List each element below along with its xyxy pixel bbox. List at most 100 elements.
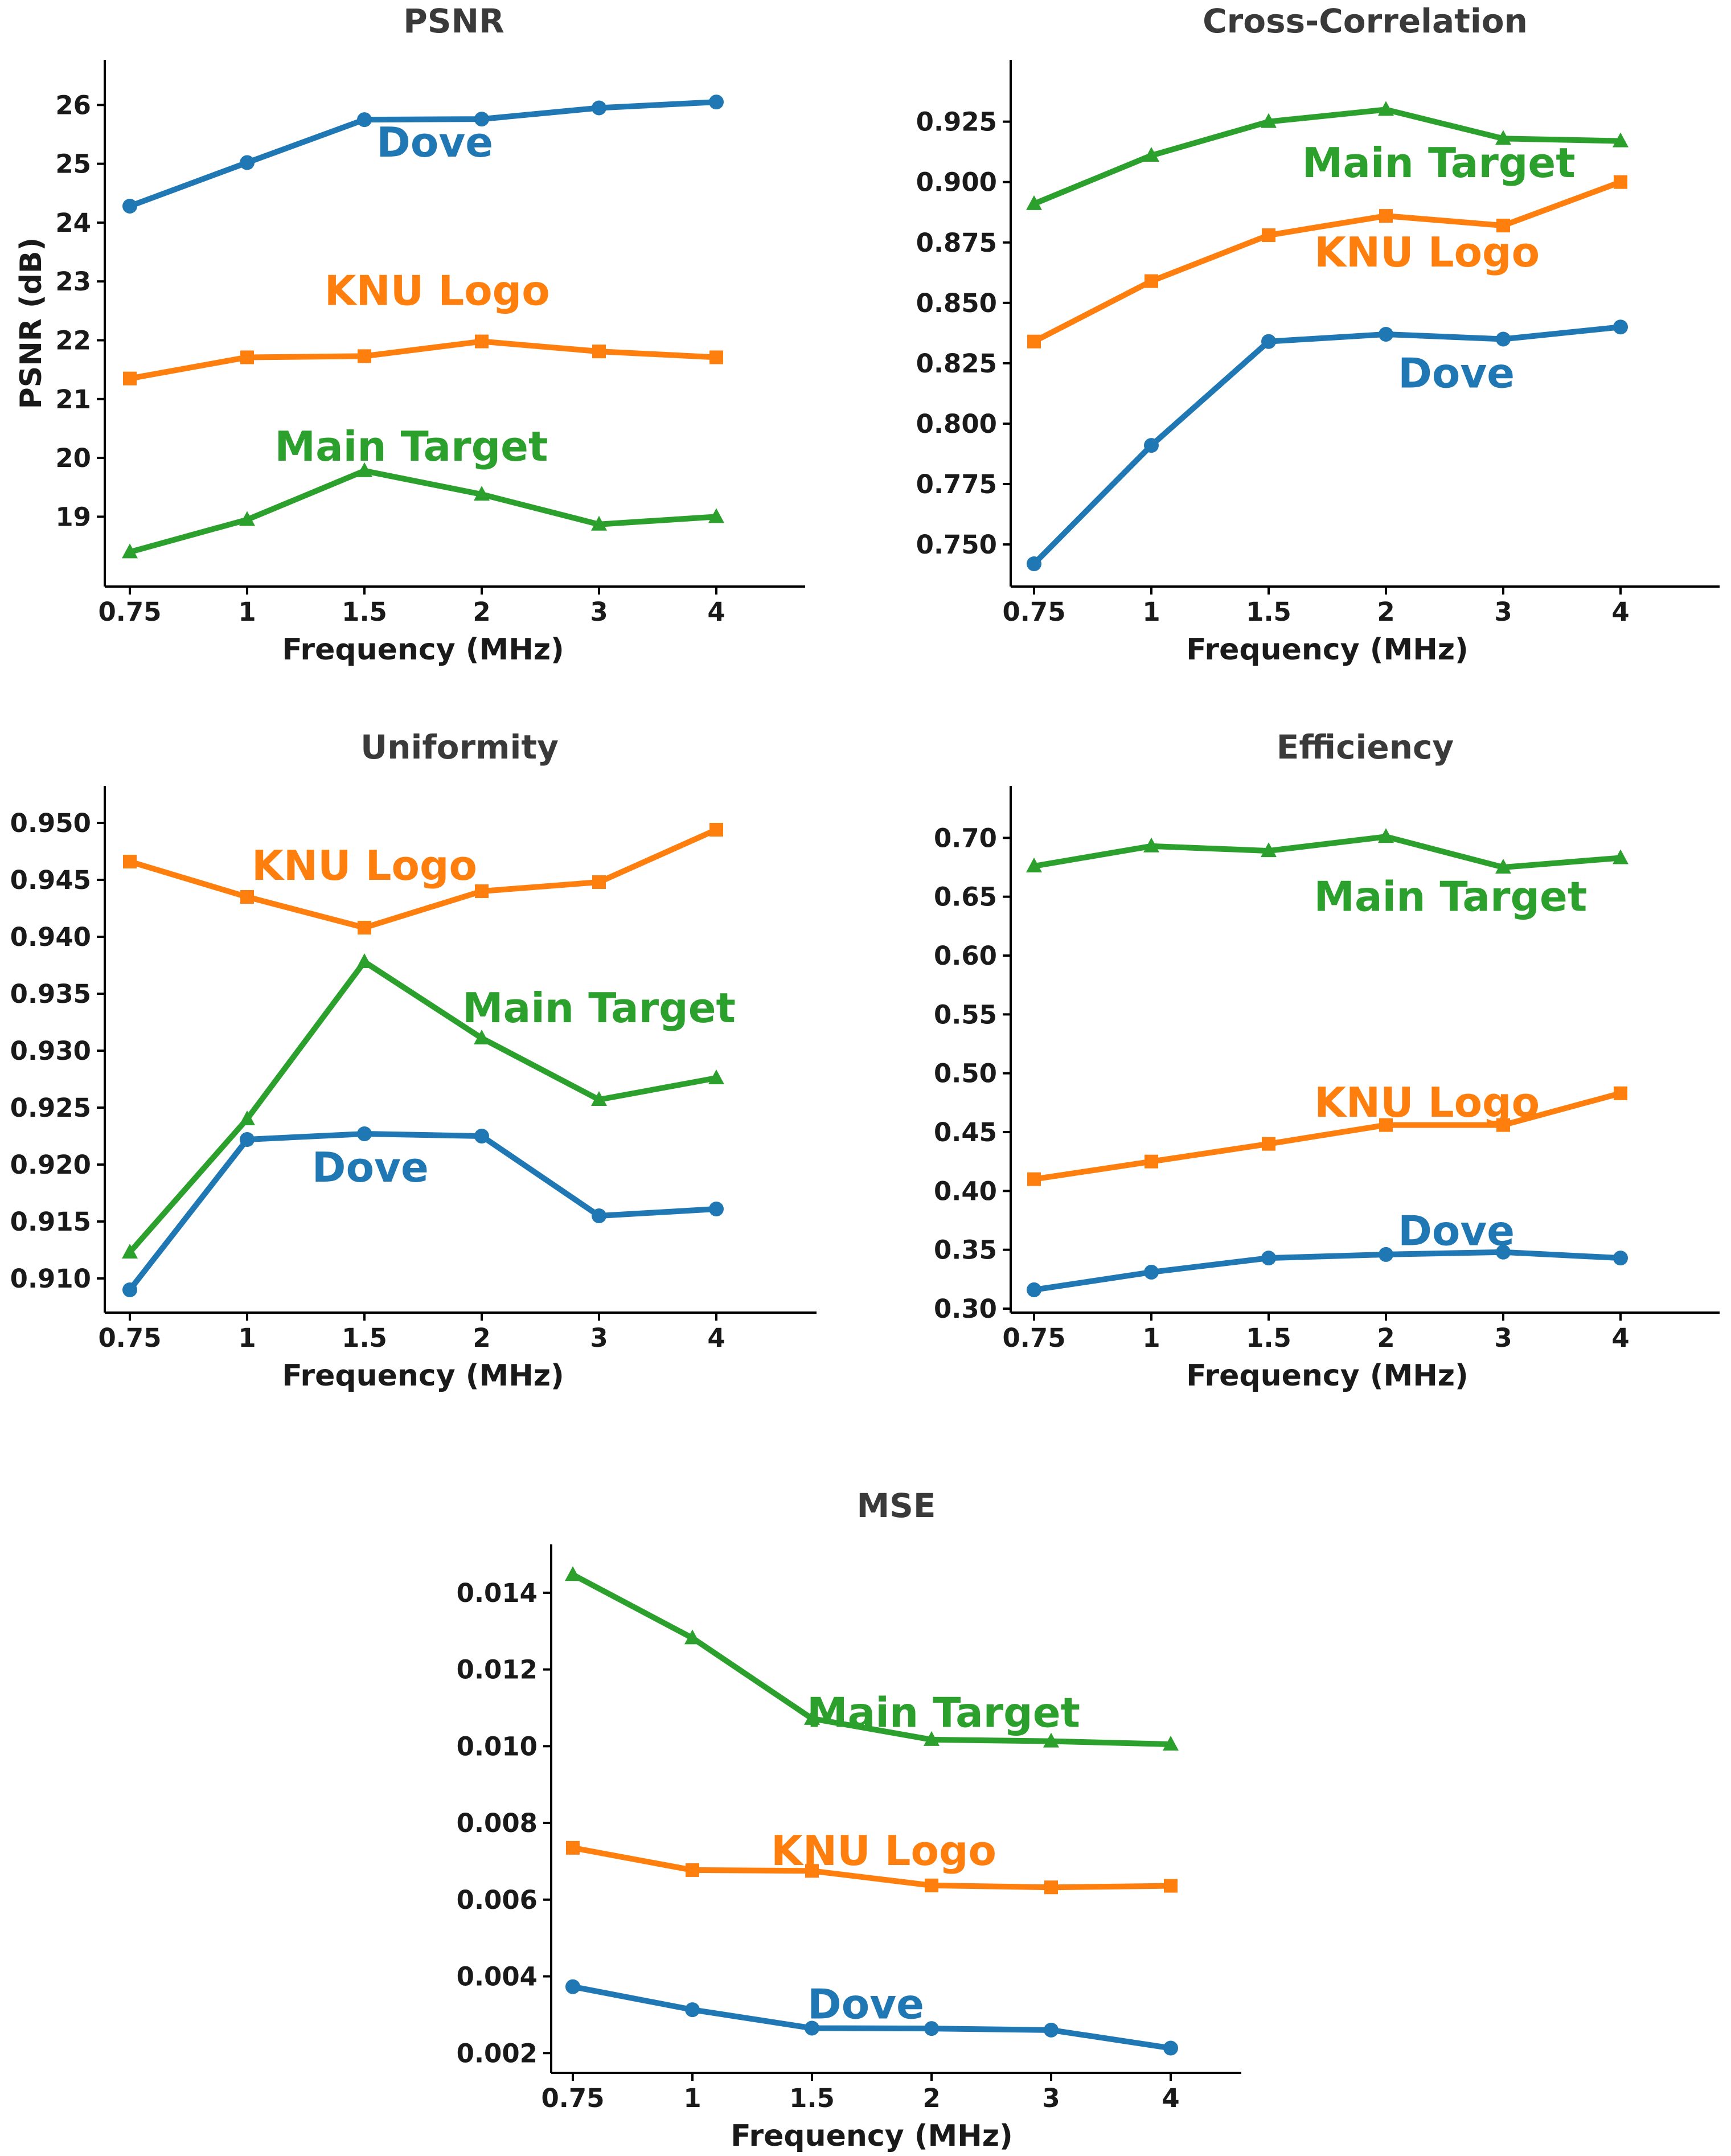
data-point-dove: [240, 1132, 255, 1147]
data-point-knu-logo: [123, 855, 137, 868]
x-tick-label: 3: [590, 597, 608, 627]
y-tick-label: 0.008: [457, 1808, 538, 1838]
data-point-dove: [1163, 2040, 1178, 2056]
y-tick-label: 0.925: [916, 107, 997, 137]
data-point-main-target: [474, 486, 490, 501]
y-tick-label: 0.012: [457, 1655, 538, 1685]
series-line-main-target: [1031, 834, 1623, 870]
data-point-knu-logo: [1145, 274, 1158, 288]
data-point-main-target: [924, 1731, 940, 1746]
data-point-dove: [1379, 1247, 1393, 1262]
y-tick-label: 0.920: [10, 1150, 91, 1180]
data-point-dove: [122, 1282, 137, 1297]
data-point-knu-logo: [1496, 219, 1510, 233]
series-label-dove: Dove: [807, 1981, 924, 2028]
chart-title: Uniformity: [360, 728, 559, 767]
x-tick-label: 1.5: [789, 2083, 835, 2113]
y-tick-label: 0.850: [916, 288, 997, 318]
data-point-knu-logo: [240, 350, 254, 364]
y-tick-label: 0.910: [10, 1264, 91, 1294]
x-tick-label: 3: [1042, 2083, 1060, 2113]
series-line-dove: [127, 99, 719, 209]
x-tick-label: 3: [590, 1323, 608, 1353]
data-point-main-target: [1026, 195, 1042, 210]
data-point-main-target: [1143, 837, 1159, 852]
series-label-main-target: Main Target: [1302, 139, 1576, 187]
data-point-main-target: [591, 1091, 607, 1106]
data-point-dove: [1027, 1282, 1041, 1297]
data-point-knu-logo: [1614, 175, 1627, 189]
series-label-knu-logo: KNU Logo: [1314, 1079, 1540, 1126]
y-tick-label: 0.935: [10, 979, 91, 1009]
data-point-knu-logo: [709, 823, 723, 837]
y-axis-label: PSNR (dB): [14, 237, 48, 409]
x-tick-label: 3: [1494, 1323, 1512, 1353]
data-point-main-target: [1261, 113, 1277, 128]
series-line-dove: [1031, 1249, 1623, 1293]
data-point-main-target: [1043, 1732, 1059, 1748]
chart-uniformity: Uniformity 0.910 0.915 0.920 0.925 0.930 0.935…: [10, 728, 817, 1393]
x-tick-label: 0.75: [98, 597, 161, 627]
x-tick-label: 1.5: [1246, 1323, 1291, 1353]
data-point-dove: [1379, 326, 1393, 342]
series-label-dove: Dove: [312, 1143, 429, 1191]
data-point-dove: [592, 100, 606, 116]
x-axis-label: Frequency (MHz): [731, 2119, 1013, 2153]
y-tick-label: 21: [55, 384, 91, 415]
data-point-main-target: [708, 1069, 724, 1084]
data-point-dove: [1144, 1264, 1159, 1280]
x-axis-label: Frequency (MHz): [282, 1359, 564, 1393]
data-point-main-target: [1261, 842, 1277, 858]
x-tick-label: 1: [238, 1323, 256, 1353]
series-line-knu-logo: [1031, 179, 1623, 345]
data-point-main-target: [804, 1710, 820, 1725]
y-tick-label: 25: [55, 149, 91, 179]
series-label-knu-logo: KNU Logo: [771, 1827, 996, 1875]
data-point-knu-logo: [475, 334, 489, 349]
data-point-dove: [1044, 2022, 1059, 2038]
data-point-knu-logo: [358, 349, 371, 363]
data-point-main-target: [1163, 1735, 1179, 1751]
y-tick-label: 0.006: [457, 1885, 538, 1915]
data-point-knu-logo: [123, 371, 137, 386]
series-label-dove: Dove: [1398, 1207, 1515, 1255]
series-line-knu-logo: [127, 338, 719, 382]
y-tick-label: 0.55: [934, 999, 997, 1030]
y-tick-label: 0.750: [916, 530, 997, 560]
data-point-main-target: [1378, 101, 1394, 116]
data-point-knu-logo: [358, 921, 371, 934]
y-tick-label: 24: [55, 208, 91, 238]
x-axis-label: Frequency (MHz): [282, 633, 564, 667]
y-tick-label: 20: [55, 443, 91, 473]
x-tick-label: 2: [922, 2083, 940, 2113]
x-tick-label: 4: [707, 1323, 725, 1353]
series-label-dove: Dove: [376, 118, 493, 166]
x-tick-label: 4: [1611, 1323, 1629, 1353]
y-tick-label: 0.35: [934, 1235, 997, 1265]
data-point-main-target: [239, 1110, 255, 1125]
x-tick-label: 0.75: [98, 1323, 161, 1353]
y-tick-label: 0.940: [10, 922, 91, 952]
chart-title: Efficiency: [1277, 728, 1454, 767]
data-point-knu-logo: [1027, 1172, 1041, 1186]
data-point-main-target: [565, 1566, 581, 1581]
data-point-main-target: [356, 953, 372, 968]
chart-efficiency: Efficiency 0.30 0.35 0.40 0.45 0.50 0.55 0.60 0.…: [934, 728, 1720, 1393]
x-tick-label: 1: [1142, 1323, 1160, 1353]
y-tick-label: 0.002: [457, 2038, 538, 2068]
data-point-main-target: [1613, 132, 1629, 147]
y-tick-label: 0.30: [934, 1294, 997, 1324]
series-label-knu-logo: KNU Logo: [252, 842, 477, 890]
y-tick-label: 0.875: [916, 228, 997, 258]
data-point-dove: [474, 112, 489, 127]
y-tick-label: 0.004: [457, 1962, 538, 1992]
x-tick-label: 0.75: [1002, 1323, 1065, 1353]
data-point-knu-logo: [1027, 334, 1041, 349]
y-tick-label: 0.950: [10, 808, 91, 838]
series-line-knu-logo: [127, 827, 719, 931]
data-point-dove: [709, 95, 724, 110]
data-point-main-target: [239, 511, 255, 526]
x-tick-label: 1.5: [1246, 597, 1291, 627]
